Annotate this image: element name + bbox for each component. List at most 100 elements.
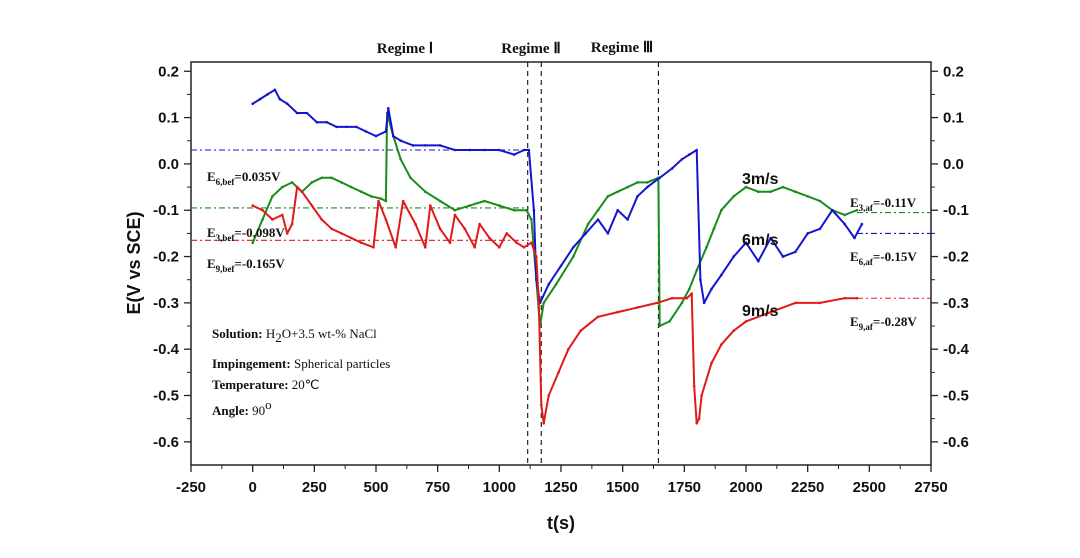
data-point	[384, 130, 388, 133]
annotation-e9-bef: E9,bef=-0.165V	[207, 256, 285, 274]
data-point	[692, 385, 696, 388]
data-point	[438, 144, 442, 147]
data-point	[438, 227, 442, 231]
data-point	[732, 255, 735, 258]
data-point	[409, 176, 412, 180]
y-axis-label: E(V vs SCE)	[124, 211, 144, 314]
data-point	[720, 208, 723, 212]
data-point	[559, 264, 563, 268]
data-point	[596, 208, 600, 212]
y-tick-label-right: 0.1	[943, 110, 964, 127]
data-point	[732, 329, 735, 333]
data-point	[355, 125, 358, 129]
y-tick-label-right: -0.2	[943, 249, 969, 266]
data-point	[379, 197, 383, 200]
annotation-e9-af: E9,af=-0.28V	[850, 314, 917, 332]
y-tick-label-left: -0.5	[153, 388, 179, 405]
y-tick-label-right: -0.6	[943, 434, 969, 451]
x-tick-label: 500	[363, 479, 388, 496]
data-point	[350, 236, 353, 240]
data-point	[399, 139, 403, 142]
data-point	[498, 204, 501, 207]
data-point	[697, 417, 701, 421]
data-point	[806, 232, 809, 235]
data-point	[424, 190, 427, 193]
data-point	[340, 181, 343, 184]
data-point	[699, 278, 702, 282]
data-point	[530, 218, 533, 221]
data-point	[414, 222, 417, 226]
x-tick-label: 0	[248, 479, 256, 496]
data-point	[794, 250, 797, 254]
data-point	[547, 394, 550, 397]
data-point	[305, 111, 309, 115]
y-tick-label-left: -0.1	[153, 202, 179, 219]
data-point	[424, 144, 427, 147]
data-point	[340, 232, 343, 235]
data-point	[757, 259, 760, 263]
data-point	[616, 208, 619, 212]
data-point	[392, 134, 395, 138]
data-point	[295, 111, 299, 115]
annotation-e3-af: E3,af=-0.11V	[850, 195, 917, 213]
regime-3-label: Regime Ⅲ	[591, 40, 653, 56]
y-tick-label-right: -0.5	[943, 388, 969, 405]
data-point	[843, 296, 846, 300]
data-point	[853, 236, 856, 240]
data-point	[512, 208, 516, 212]
data-point	[453, 208, 457, 212]
data-point	[584, 232, 587, 235]
condition-angle: Angle: 90o	[212, 397, 272, 418]
y-tick-label-right: 0.0	[943, 156, 964, 173]
data-point	[688, 287, 691, 291]
data-point	[258, 97, 262, 101]
data-point	[695, 269, 698, 272]
y-tick-label-left: -0.6	[153, 434, 179, 451]
data-point	[512, 153, 516, 156]
annotation-e6-bef: E6,bef=0.035V	[207, 169, 281, 187]
data-point	[670, 296, 674, 300]
data-point	[453, 213, 457, 217]
data-point	[527, 148, 531, 152]
data-point	[680, 158, 684, 161]
data-point	[695, 422, 698, 425]
data-point	[290, 222, 294, 226]
data-point	[744, 185, 748, 189]
series-line-3m/s	[251, 112, 858, 327]
data-point	[372, 246, 375, 249]
data-point	[330, 176, 333, 180]
data-point	[769, 236, 772, 240]
data-point	[429, 204, 432, 207]
data-point	[540, 403, 543, 407]
data-point	[542, 422, 545, 425]
x-tick-label: 2750	[914, 479, 947, 496]
data-point	[670, 167, 674, 170]
tick-labels-layer: -250 0 250 500 750 1000 1250 1500 1750 2000 2250 25…	[153, 63, 969, 496]
x-tick-label: 1250	[544, 479, 577, 496]
y-tick-label-left: -0.4	[153, 341, 180, 358]
x-tick-label: 1000	[483, 479, 516, 496]
data-point	[646, 185, 649, 189]
regime-1-label: Regime Ⅰ	[377, 41, 433, 57]
data-point	[695, 148, 698, 152]
data-point	[596, 315, 600, 319]
data-point	[781, 255, 785, 258]
x-tick-label: 2500	[853, 479, 886, 496]
data-point	[273, 88, 277, 92]
annotation-e3-bef: E3,bef=-0.098V	[207, 225, 285, 243]
data-point	[522, 148, 526, 152]
condition-impingement: Impingement: Spherical particles	[212, 356, 390, 371]
data-point	[468, 204, 472, 207]
data-point	[483, 148, 486, 152]
data-point	[616, 310, 619, 314]
data-point	[468, 148, 472, 152]
data-point	[769, 310, 772, 314]
x-tick-label: 2250	[791, 479, 824, 496]
data-point	[384, 199, 388, 203]
data-point	[320, 176, 324, 180]
data-point	[685, 296, 689, 300]
data-point	[680, 301, 684, 305]
data-point	[658, 324, 661, 328]
data-point	[488, 236, 491, 240]
x-tick-label: 2000	[729, 479, 762, 496]
